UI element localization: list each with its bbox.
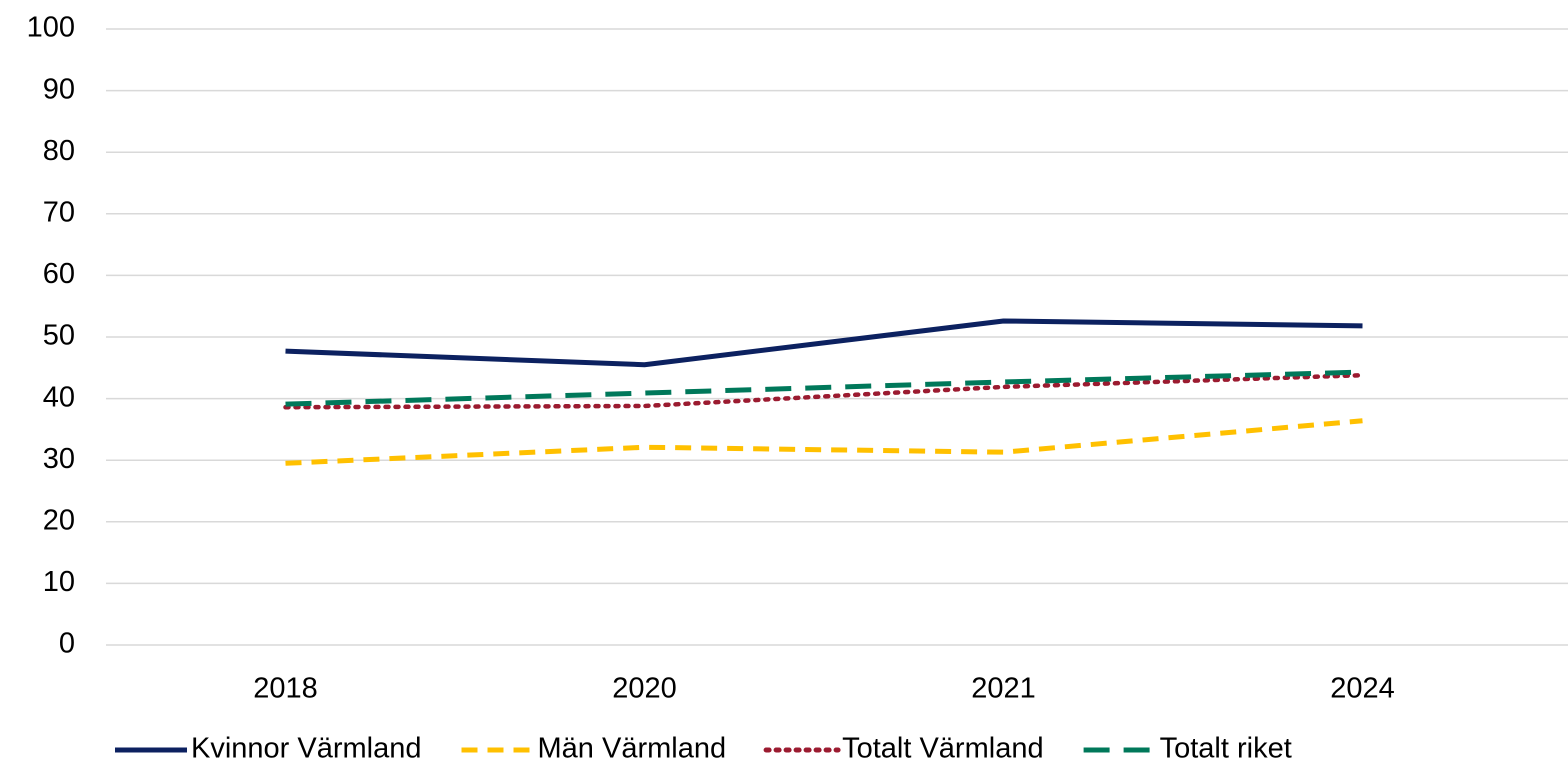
y-tick-label: 90 — [43, 73, 75, 105]
x-tick-label: 2024 — [1330, 673, 1395, 705]
y-tick-label: 40 — [43, 381, 75, 413]
series-line — [285, 369, 1363, 407]
y-tick-label: 80 — [43, 135, 75, 167]
y-tick-label: 30 — [43, 443, 75, 475]
x-tick-label: 2018 — [253, 673, 318, 705]
y-tick-label: 60 — [43, 258, 75, 290]
legend-label: Kvinnor Värmland — [191, 733, 422, 765]
legend-label: Män Värmland — [538, 733, 727, 765]
y-tick-label: 10 — [43, 566, 75, 598]
series-line — [283, 372, 1365, 410]
y-tick-label: 70 — [43, 196, 75, 228]
y-tick-label: 100 — [27, 12, 75, 44]
x-tick-label: 2021 — [971, 673, 1036, 705]
series-line — [285, 418, 1363, 466]
series-line — [285, 318, 1363, 368]
y-tick-label: 50 — [43, 320, 75, 352]
y-tick-label: 0 — [59, 628, 75, 660]
y-tick-label: 20 — [43, 504, 75, 536]
legend-label: Totalt riket — [1160, 733, 1292, 765]
x-tick-label: 2020 — [612, 673, 677, 705]
legend-label: Totalt Värmland — [842, 733, 1044, 765]
